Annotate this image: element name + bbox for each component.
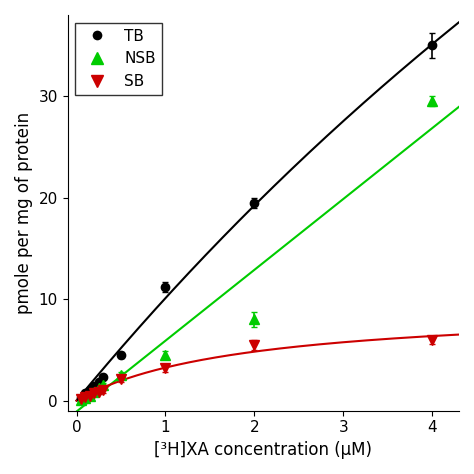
Y-axis label: pmole per mg of protein: pmole per mg of protein [15, 112, 33, 314]
X-axis label: [³H]XA concentration (µM): [³H]XA concentration (µM) [155, 441, 372, 459]
Legend: TB, NSB, SB: TB, NSB, SB [75, 23, 162, 95]
